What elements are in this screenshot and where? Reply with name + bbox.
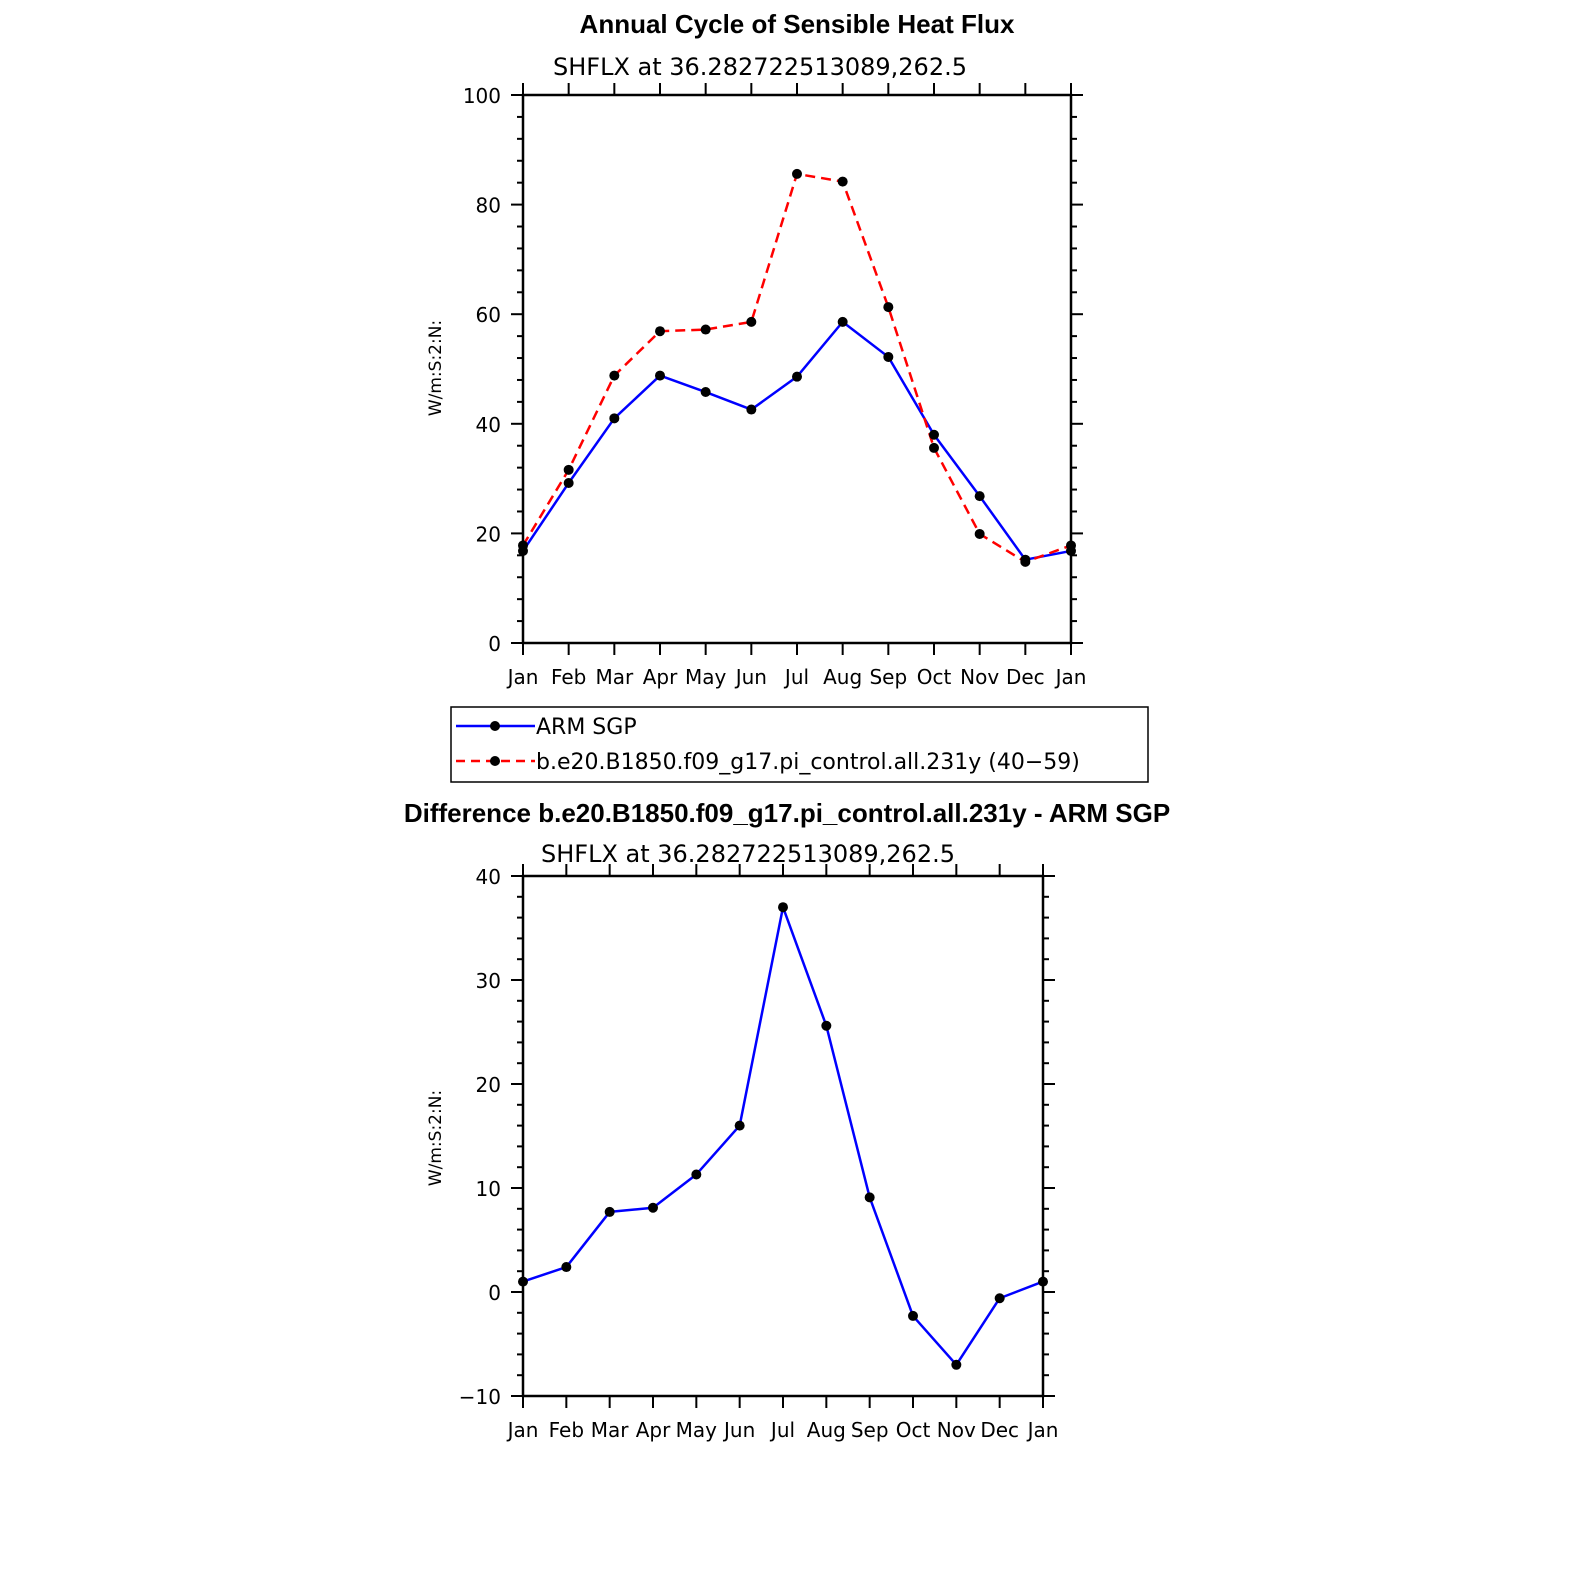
plot-axes: 0 20 40 60 80 100 Jan Feb Mar Apr May Jun Jul Aug Sep O… xyxy=(463,83,1087,689)
legend-marker-arm-sgp xyxy=(490,721,500,731)
series-0-point xyxy=(778,902,788,913)
plot-frame xyxy=(521,874,1045,1398)
y-tick-label: 80 xyxy=(476,194,501,218)
series-line-0 xyxy=(521,320,1072,561)
series-1-point xyxy=(655,326,665,337)
series-1-point xyxy=(792,168,802,179)
y-tick-label: −10 xyxy=(459,1385,501,1409)
series-line-1 xyxy=(521,172,1072,564)
x-tick-label: Sep xyxy=(851,1418,889,1442)
x-tick-label: Jul xyxy=(783,665,809,689)
series-0-point xyxy=(837,316,848,327)
y-tick-label: 10 xyxy=(476,1177,501,1201)
chart-subtitle: SHFLX at 36.282722513089,262.5 xyxy=(541,840,955,868)
series-0-point xyxy=(734,1120,745,1131)
annual-cycle-chart: Annual Cycle of Sensible Heat Flux SHFLX… xyxy=(426,9,1086,689)
series-0-point xyxy=(691,1169,702,1180)
series-0-point xyxy=(655,370,665,381)
x-tick-label: May xyxy=(685,665,727,689)
y-axis-label: W/m:S:2:N: xyxy=(426,1090,446,1186)
series-1-point xyxy=(1066,540,1076,551)
plot-marks xyxy=(518,168,1076,567)
x-tick-label: Jan xyxy=(1026,1418,1059,1442)
legend-marker-model xyxy=(490,756,500,766)
series-1-point xyxy=(974,528,985,539)
x-tick-label: Apr xyxy=(643,665,678,689)
series-0-point xyxy=(821,1020,832,1031)
series-0-point xyxy=(609,413,620,424)
x-tick-label: Oct xyxy=(917,665,952,689)
x-tick-label: Mar xyxy=(595,665,634,689)
series-0-point xyxy=(883,351,894,362)
x-tick-label: Oct xyxy=(896,1418,931,1442)
x-tick-label: Aug xyxy=(823,665,862,689)
x-tick-label: Apr xyxy=(636,1418,671,1442)
series-1-point xyxy=(700,324,711,335)
series-0-point xyxy=(908,1310,918,1321)
y-tick-label: 0 xyxy=(488,1281,501,1305)
series-0-point xyxy=(518,1276,528,1287)
y-tick-label: 40 xyxy=(476,413,501,437)
y-tick-label: 0 xyxy=(488,632,501,656)
series-0-point xyxy=(1038,1276,1048,1287)
series-0-point xyxy=(929,429,939,440)
series-0-point xyxy=(951,1359,962,1370)
series-0-point xyxy=(994,1293,1005,1304)
chart-subtitle: SHFLX at 36.282722513089,262.5 xyxy=(553,53,967,81)
series-1-point xyxy=(929,442,939,453)
y-tick-label: 30 xyxy=(476,969,501,993)
series-1-point xyxy=(1020,556,1031,567)
y-tick-label: 20 xyxy=(476,1073,501,1097)
y-tick-label: 100 xyxy=(463,84,501,108)
chart-title: Difference b.e20.B1850.f09_g17.pi_contro… xyxy=(404,798,1170,828)
series-0-point xyxy=(604,1206,615,1217)
x-tick-label: Jun xyxy=(722,1418,755,1442)
series-1-point xyxy=(883,302,894,313)
x-tick-label: Jun xyxy=(734,665,767,689)
x-tick-label: Jan xyxy=(506,665,539,689)
x-tick-label: Jul xyxy=(769,1418,795,1442)
x-tick-label: Jan xyxy=(1054,665,1087,689)
y-axis-label: W/m:S:2:N: xyxy=(426,320,446,416)
x-tick-label: Nov xyxy=(937,1418,976,1442)
series-1-point xyxy=(563,464,574,475)
legend-label-arm-sgp: ARM SGP xyxy=(536,715,637,740)
x-tick-label: Jan xyxy=(506,1418,539,1442)
y-tick-label: 40 xyxy=(476,865,501,889)
series-0-point xyxy=(864,1192,875,1203)
x-tick-label: Mar xyxy=(591,1418,630,1442)
series-0-point xyxy=(648,1202,658,1213)
series-0-point xyxy=(561,1262,572,1273)
x-tick-label: Feb xyxy=(551,665,586,689)
series-1-point xyxy=(746,316,757,327)
series-0-point xyxy=(792,371,802,382)
y-tick-label: 60 xyxy=(476,303,501,327)
legend-box xyxy=(450,706,1149,783)
x-tick-label: May xyxy=(676,1418,718,1442)
difference-chart: Difference b.e20.B1850.f09_g17.pi_contro… xyxy=(404,798,1170,1442)
chart-title: Annual Cycle of Sensible Heat Flux xyxy=(580,9,1015,39)
series-1-point xyxy=(609,370,620,381)
series-1-point xyxy=(837,176,848,187)
plot-marks xyxy=(518,902,1048,1370)
series-0-point xyxy=(746,404,757,415)
series-0-point xyxy=(700,387,711,398)
series-0-point xyxy=(974,491,985,502)
x-tick-label: Dec xyxy=(980,1418,1019,1442)
x-tick-label: Feb xyxy=(549,1418,584,1442)
x-tick-label: Nov xyxy=(960,665,999,689)
series-0-point xyxy=(563,477,574,488)
series-line-0 xyxy=(522,905,1044,1367)
legend: ARM SGP b.e20.B1850.f09_g17.pi_control.a… xyxy=(450,706,1149,783)
plot-axes: −10 0 10 20 30 40 Jan Feb Mar Apr May Jun Jul Aug Sep O… xyxy=(459,864,1059,1442)
x-tick-label: Aug xyxy=(807,1418,846,1442)
x-tick-label: Sep xyxy=(869,665,907,689)
y-tick-label: 20 xyxy=(476,522,501,546)
x-tick-label: Dec xyxy=(1006,665,1045,689)
legend-label-model: b.e20.B1850.f09_g17.pi_control.all.231y … xyxy=(536,750,1080,775)
series-1-point xyxy=(518,540,528,551)
